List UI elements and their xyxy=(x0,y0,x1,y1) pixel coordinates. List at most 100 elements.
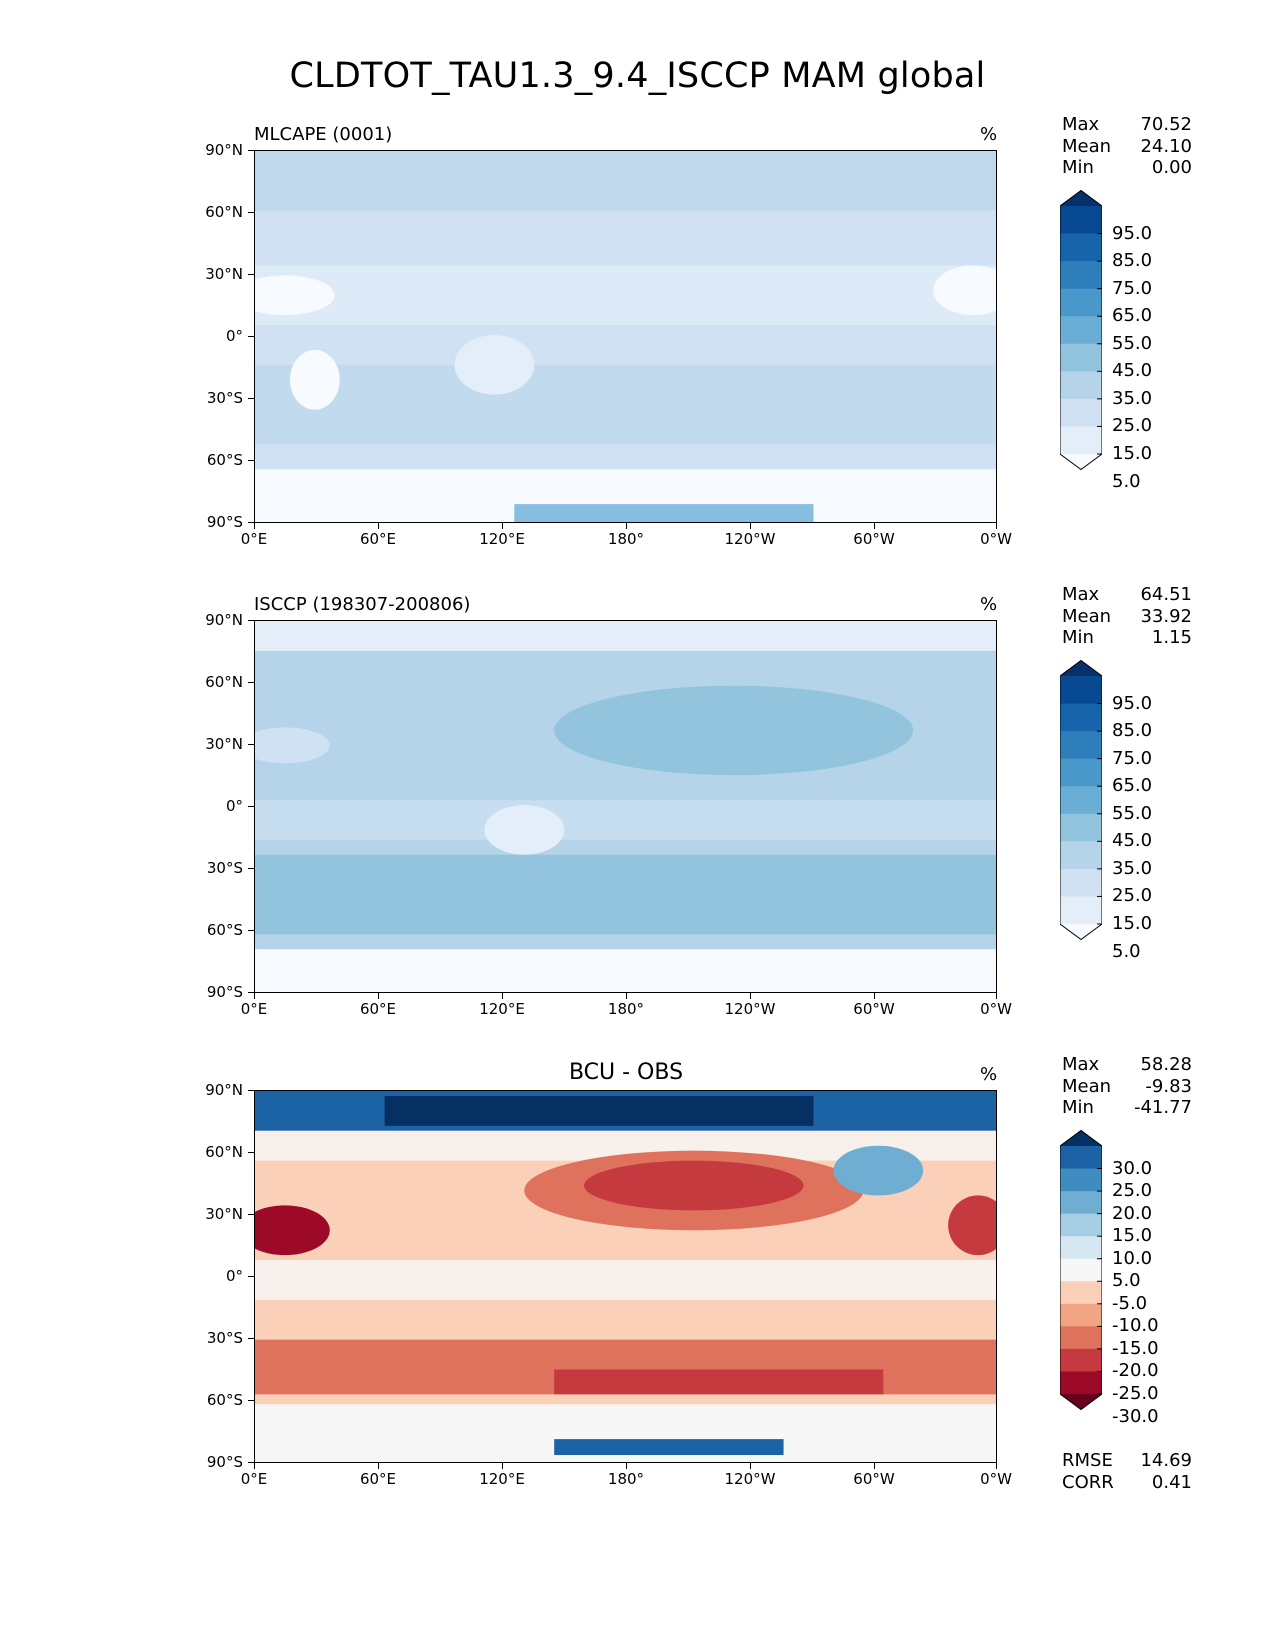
colorbar-segment xyxy=(1060,426,1102,455)
xtick-60e: 60°E xyxy=(359,1000,397,1018)
colorbar-segment xyxy=(1060,841,1102,870)
map-test-field xyxy=(255,151,996,522)
colorbar-label: 20.0 xyxy=(1112,1202,1153,1224)
xtick-0e: 0°E xyxy=(240,530,268,548)
colorbar-label: -10.0 xyxy=(1112,1315,1159,1337)
colorbar-svg xyxy=(1060,1130,1102,1410)
colorbar-segment xyxy=(1060,261,1102,290)
stat-label: Mean xyxy=(1062,135,1112,157)
colorbar-segment xyxy=(1060,1213,1102,1237)
ytick-30s: 30°S xyxy=(206,859,243,877)
colorbar-label: -20.0 xyxy=(1112,1360,1159,1382)
ytick-90n: 90°N xyxy=(205,1081,243,1099)
colorbar: 30.0 25.0 20.0 15.0 10.0 5.0 -5.0 -10.0 -15.0 -20… xyxy=(1060,1130,1159,1427)
panel-test: MLCAPE (0001) % 90°N 60°N 30°N 0° 30°S 6… xyxy=(0,114,1275,590)
panel-ref: ISCCP (198307-200806) % 90°N 60°N 30°N 0… xyxy=(0,584,1275,1060)
colorbar-extend-high xyxy=(1060,660,1102,676)
colorbar-segment xyxy=(1060,1371,1102,1395)
ytick-60n: 60°N xyxy=(205,673,243,691)
colorbar-label: 45.0 xyxy=(1112,360,1153,382)
stat-value: 58.28 xyxy=(1140,1054,1192,1075)
colorbar-label: 95.0 xyxy=(1112,222,1153,244)
colorbar-label: 25.0 xyxy=(1112,885,1153,907)
colorbar-segment xyxy=(1060,1146,1102,1170)
stat-value: -9.83 xyxy=(1145,1075,1192,1097)
stat-value: 0.00 xyxy=(1151,157,1192,178)
colorbar-segment xyxy=(1060,1303,1102,1327)
xtick-120w: 120°W xyxy=(724,530,776,548)
xtick-0w: 0°W xyxy=(980,1000,1012,1018)
colorbar: 95.0 85.0 75.0 65.0 55.0 45.0 35.0 25.0 15.0 5.0 xyxy=(1060,660,1152,962)
panel-test-title: MLCAPE (0001) xyxy=(254,124,393,145)
xtick-120e: 120°E xyxy=(479,530,525,548)
panel-test-stats: Max 70.52 Mean 24.10 Min 0.00 xyxy=(1062,114,1192,179)
colorbar-label: 30.0 xyxy=(1112,1157,1153,1179)
stat-label: Mean xyxy=(1062,1075,1112,1097)
ytick-60s: 60°S xyxy=(206,451,243,469)
xtick-60e: 60°E xyxy=(359,530,397,548)
panel-diff-unit: % xyxy=(980,1064,998,1085)
panel-ref-title: ISCCP (198307-200806) xyxy=(254,594,471,615)
stat-value: 64.51 xyxy=(1140,584,1192,605)
colorbar-label: 35.0 xyxy=(1112,387,1153,409)
colorbar-label: -30.0 xyxy=(1112,1405,1159,1427)
colorbar-label: 75.0 xyxy=(1112,747,1153,769)
colorbar-label: 65.0 xyxy=(1112,305,1153,327)
colorbar-svg xyxy=(1060,190,1102,470)
ytick-eq: 0° xyxy=(225,327,243,345)
ytick-30n: 30°N xyxy=(205,265,243,283)
stat-label: Max xyxy=(1062,114,1100,135)
colorbar-label: 95.0 xyxy=(1112,692,1153,714)
ytick-90s: 90°S xyxy=(206,983,243,1001)
stat-label: Min xyxy=(1062,1097,1094,1118)
colorbar-extend-high xyxy=(1060,190,1102,206)
panel-ref-unit: % xyxy=(980,594,998,615)
ytick-eq: 0° xyxy=(225,797,243,815)
stat-value: 33.92 xyxy=(1140,605,1192,627)
colorbar-segment xyxy=(1060,703,1102,732)
colorbar-outline xyxy=(1060,660,1102,940)
colorbar-label: 15.0 xyxy=(1112,443,1153,464)
colorbar-segment xyxy=(1060,731,1102,760)
ytick-30s: 30°S xyxy=(206,389,243,407)
xtick-0e: 0°E xyxy=(240,1000,268,1018)
panel-ref-stats: Max 64.51 Mean 33.92 Min 1.15 xyxy=(1062,584,1192,649)
figure-title: CLDTOT_TAU1.3_9.4_ISCCP MAM global xyxy=(289,56,986,96)
xtick-120w: 120°W xyxy=(724,1470,776,1488)
ytick-eq: 0° xyxy=(225,1267,243,1285)
colorbar-label: 15.0 xyxy=(1112,913,1153,934)
colorbar-label: 75.0 xyxy=(1112,277,1153,299)
ytick-30n: 30°N xyxy=(205,735,243,753)
ytick-90n: 90°N xyxy=(205,141,243,159)
xtick-180: 180° xyxy=(607,1000,645,1018)
xtick-120w: 120°W xyxy=(724,1000,776,1018)
ytick-60n: 60°N xyxy=(205,203,243,221)
colorbar-label: 25.0 xyxy=(1112,415,1153,437)
colorbar-label: 85.0 xyxy=(1112,250,1153,272)
colorbar-segment xyxy=(1060,398,1102,427)
colorbar-label: 10.0 xyxy=(1112,1247,1153,1269)
xtick-60w: 60°W xyxy=(853,530,895,548)
stat-label: Min xyxy=(1062,627,1094,648)
colorbar-label: 5.0 xyxy=(1112,1270,1141,1292)
colorbar-extend-low xyxy=(1060,924,1102,940)
panel-diff: BCU - OBS % 90°N 60°N 30°N 0° 30°S 60°S … xyxy=(0,1054,1275,1530)
ytick-60s: 60°S xyxy=(206,1391,243,1409)
stat-label: Mean xyxy=(1062,605,1112,627)
colorbar-label: -5.0 xyxy=(1112,1292,1148,1314)
metric-value: 14.69 xyxy=(1140,1450,1192,1471)
xtick-60w: 60°W xyxy=(853,1000,895,1018)
colorbar-segment xyxy=(1060,813,1102,842)
map-ref-field xyxy=(255,621,996,992)
stat-label: Max xyxy=(1062,1054,1100,1075)
xtick-120e: 120°E xyxy=(479,1000,525,1018)
colorbar-extend-low xyxy=(1060,454,1102,470)
colorbar-label: 65.0 xyxy=(1112,775,1153,797)
xtick-60e: 60°E xyxy=(359,1470,397,1488)
colorbar-label: 5.0 xyxy=(1112,940,1141,962)
colorbar: 95.0 85.0 75.0 65.0 55.0 45.0 35.0 25.0 15.0 5.0 xyxy=(1060,190,1152,492)
xtick-60w: 60°W xyxy=(853,1470,895,1488)
colorbar-label: 15.0 xyxy=(1112,1225,1153,1247)
ytick-90s: 90°S xyxy=(206,513,243,531)
colorbar-segment xyxy=(1060,676,1102,705)
